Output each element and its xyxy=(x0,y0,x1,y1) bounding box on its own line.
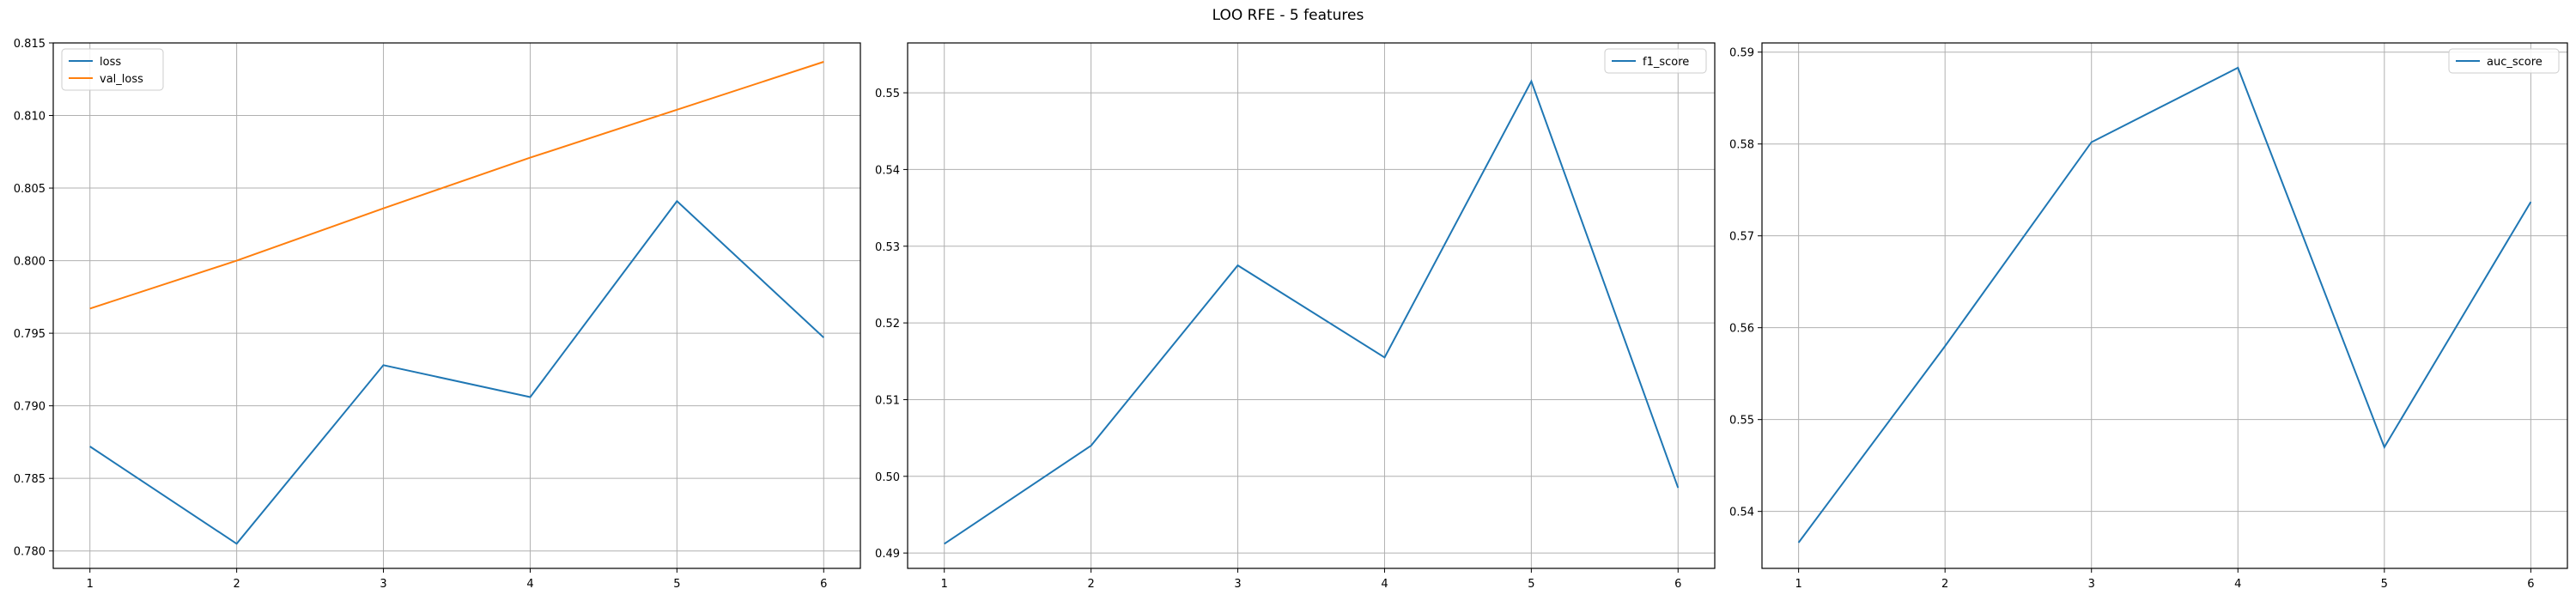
y-tick-label: 0.59 xyxy=(1729,47,1754,60)
x-tick-label: 3 xyxy=(2088,578,2095,591)
x-tick-label: 4 xyxy=(2234,578,2241,591)
y-tick-label: 0.49 xyxy=(875,548,900,561)
series-line-val_loss xyxy=(89,61,824,310)
x-tick-label: 3 xyxy=(380,578,386,591)
x-tick-label: 2 xyxy=(1941,578,1948,591)
series-line-f1_score xyxy=(944,79,1680,545)
y-tick-label: 0.780 xyxy=(14,546,46,559)
y-tick-label: 0.58 xyxy=(1729,139,1754,152)
legend-box xyxy=(61,48,164,91)
x-tick-label: 2 xyxy=(1087,578,1094,591)
series-line-loss xyxy=(89,199,824,545)
plot-frame xyxy=(52,42,861,569)
y-tick-label: 0.51 xyxy=(875,394,900,407)
y-tick-label: 0.800 xyxy=(14,256,46,269)
plot-frame xyxy=(1761,42,2568,569)
x-tick-label: 1 xyxy=(87,578,94,591)
series-line-auc_score xyxy=(1797,66,2532,543)
x-tick-label: 6 xyxy=(1674,578,1681,591)
y-tick-label: 0.54 xyxy=(1729,507,1754,519)
x-tick-label: 5 xyxy=(1528,578,1534,591)
legend-label-auc_score: auc_score xyxy=(2487,56,2543,69)
y-tick-label: 0.53 xyxy=(875,241,900,254)
y-tick-label: 0.50 xyxy=(875,471,900,484)
y-tick-label: 0.795 xyxy=(14,328,46,341)
y-tick-label: 0.56 xyxy=(1729,323,1754,336)
y-tick-label: 0.810 xyxy=(14,111,46,124)
x-tick-label: 6 xyxy=(820,578,827,591)
x-tick-label: 4 xyxy=(1381,578,1388,591)
x-tick-label: 6 xyxy=(2527,578,2534,591)
legend-label-f1_score: f1_score xyxy=(1643,56,1689,69)
y-tick-label: 0.54 xyxy=(875,164,900,177)
y-tick-label: 0.785 xyxy=(14,473,46,486)
legend-box xyxy=(1604,48,1707,74)
x-tick-label: 1 xyxy=(1795,578,1801,591)
x-tick-label: 2 xyxy=(233,578,240,591)
x-tick-label: 5 xyxy=(2381,578,2388,591)
x-tick-label: 1 xyxy=(941,578,948,591)
y-tick-label: 0.815 xyxy=(14,38,46,51)
y-tick-label: 0.52 xyxy=(875,318,900,331)
y-tick-label: 0.57 xyxy=(1729,231,1754,244)
y-tick-label: 0.55 xyxy=(1729,415,1754,428)
x-tick-label: 5 xyxy=(673,578,680,591)
y-tick-label: 0.55 xyxy=(875,88,900,100)
legend-box xyxy=(2448,48,2560,74)
y-tick-label: 0.805 xyxy=(14,183,46,196)
figure-title: LOO RFE - 5 features xyxy=(1212,7,1364,24)
legend-label-val_loss: val_loss xyxy=(100,73,143,86)
x-tick-label: 4 xyxy=(526,578,533,591)
plot-frame xyxy=(907,42,1716,569)
x-tick-label: 3 xyxy=(1234,578,1241,591)
legend-label-loss: loss xyxy=(100,56,121,69)
y-tick-label: 0.790 xyxy=(14,401,46,414)
